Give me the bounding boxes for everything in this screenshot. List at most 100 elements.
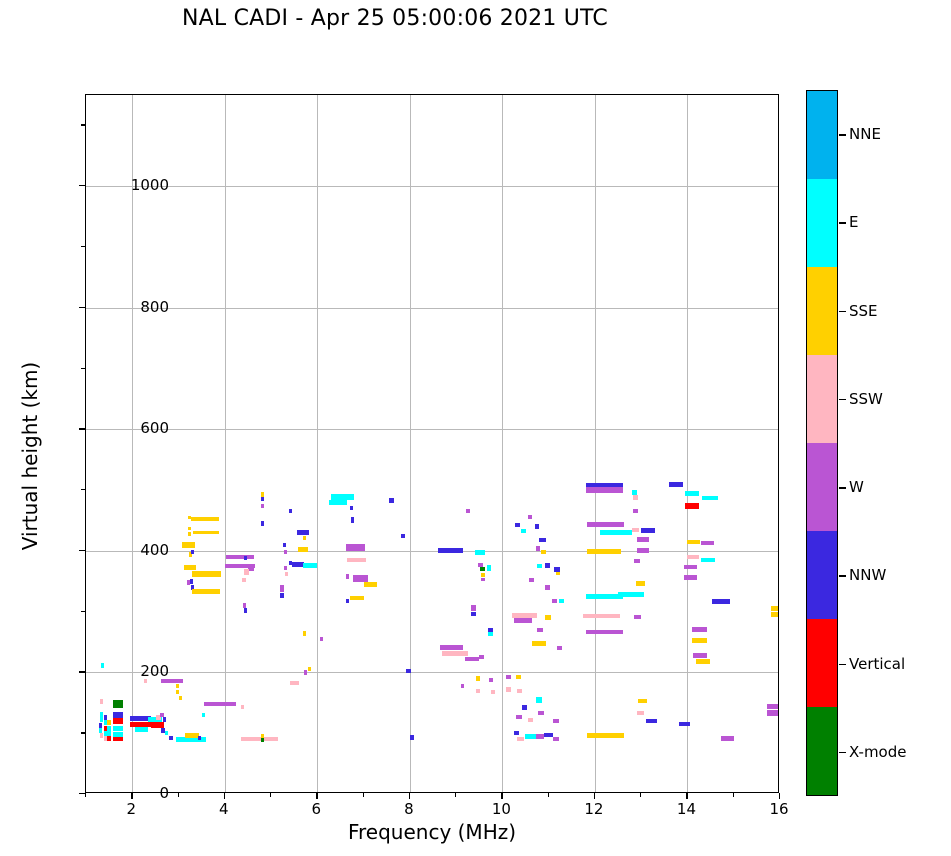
echo-trace: [284, 565, 288, 570]
colorbar-tick-mark: [839, 575, 846, 577]
colorbar-tick-mark: [839, 751, 846, 754]
colorbar-segment-vertical[interactable]: [807, 619, 837, 707]
x-tick-label: 4: [219, 800, 229, 818]
x-tick-label: 2: [126, 800, 137, 818]
echo-trace: [553, 737, 559, 742]
page-title: NAL CADI - Apr 25 05:00:06 2021 UTC: [182, 6, 608, 31]
grid-line-horizontal: [86, 550, 778, 552]
echo-trace: [475, 676, 481, 681]
x-tick-minor: [455, 793, 457, 797]
colorbar-segment-nne[interactable]: [807, 91, 837, 179]
echo-trace: [517, 688, 522, 693]
echo-trace: [692, 627, 707, 633]
x-tick-mark: [779, 793, 781, 799]
x-tick-mark: [686, 793, 688, 799]
grid-line-vertical: [687, 95, 689, 792]
echo-trace: [224, 563, 256, 569]
echo-trace: [188, 552, 192, 557]
colorbar-segment-w[interactable]: [807, 443, 837, 531]
echo-trace: [585, 629, 623, 634]
echo-trace: [328, 499, 348, 505]
echo-trace: [260, 521, 264, 526]
echo-trace: [280, 584, 284, 593]
echo-trace: [99, 711, 103, 717]
colorbar-tick-mark: [839, 134, 846, 136]
y-axis-label: Virtual height (km): [18, 361, 42, 551]
echo-trace: [711, 599, 731, 605]
echo-trace: [185, 732, 200, 739]
echo-trace: [192, 571, 222, 577]
y-tick-label: 200: [140, 662, 169, 681]
y-tick-minor: [81, 732, 85, 734]
echo-trace: [527, 514, 533, 519]
echo-trace: [303, 562, 318, 569]
echo-trace: [599, 530, 632, 536]
echo-trace: [695, 659, 710, 664]
echo-trace: [331, 494, 355, 500]
grid-line-horizontal: [86, 307, 778, 309]
colorbar-segment-nnw[interactable]: [807, 531, 837, 619]
echo-trace: [346, 574, 350, 579]
echo-trace: [100, 662, 105, 668]
echo-trace: [349, 505, 353, 510]
x-axis-label: Frequency (MHz): [347, 820, 517, 844]
echo-trace: [529, 577, 534, 583]
echo-trace: [201, 712, 205, 718]
echo-trace: [346, 598, 350, 603]
echo-trace: [553, 718, 559, 724]
echo-trace: [487, 632, 493, 636]
y-tick-label: 1000: [130, 176, 169, 195]
echo-trace: [112, 718, 123, 724]
echo-trace: [103, 730, 107, 736]
echo-trace: [160, 678, 184, 684]
colorbar-label-nne: NNE: [849, 125, 881, 144]
grid-line-vertical: [594, 95, 596, 792]
echo-trace: [182, 541, 196, 548]
echo-trace: [260, 736, 265, 742]
echo-trace: [479, 655, 485, 660]
echo-trace: [631, 490, 638, 495]
echo-trace: [304, 670, 308, 675]
echo-trace: [288, 508, 292, 513]
echo-trace: [99, 699, 103, 705]
echo-trace: [160, 728, 166, 734]
echo-trace: [535, 697, 543, 703]
echo-trace: [556, 645, 563, 651]
echo-trace: [693, 652, 707, 658]
echo-trace: [406, 669, 411, 674]
echo-trace: [634, 614, 641, 620]
y-tick-minor: [81, 367, 85, 369]
echo-trace: [535, 733, 545, 739]
colorbar-segment-x-mode[interactable]: [807, 707, 837, 795]
x-tick-minor: [177, 793, 179, 797]
echo-trace: [244, 608, 248, 613]
echo-trace: [187, 532, 191, 536]
echo-trace: [544, 584, 551, 590]
echo-trace: [176, 683, 180, 688]
echo-trace: [668, 482, 683, 488]
echo-trace: [466, 508, 470, 513]
x-tick-label: 14: [676, 800, 696, 818]
colorbar-segment-e[interactable]: [807, 179, 837, 267]
y-tick-label: 400: [140, 540, 169, 559]
echo-trace: [470, 611, 477, 617]
echo-trace: [470, 604, 477, 612]
echo-trace: [260, 497, 265, 502]
echo-trace: [260, 734, 265, 739]
echo-trace: [685, 490, 700, 496]
echo-trace: [586, 521, 624, 527]
echo-trace: [308, 666, 312, 671]
colorbar-segment-ssw[interactable]: [807, 355, 837, 443]
x-tick-label: 12: [584, 800, 604, 818]
echo-trace: [488, 678, 494, 683]
echo-trace: [516, 674, 521, 679]
echo-trace: [283, 542, 287, 547]
echo-trace: [143, 678, 147, 684]
colorbar-segment-sse[interactable]: [807, 267, 837, 355]
echo-trace: [686, 539, 701, 544]
echo-trace: [515, 522, 520, 527]
echo-trace: [460, 683, 464, 688]
echo-trace: [319, 636, 323, 642]
echo-trace: [439, 645, 464, 650]
echo-trace: [506, 687, 511, 692]
